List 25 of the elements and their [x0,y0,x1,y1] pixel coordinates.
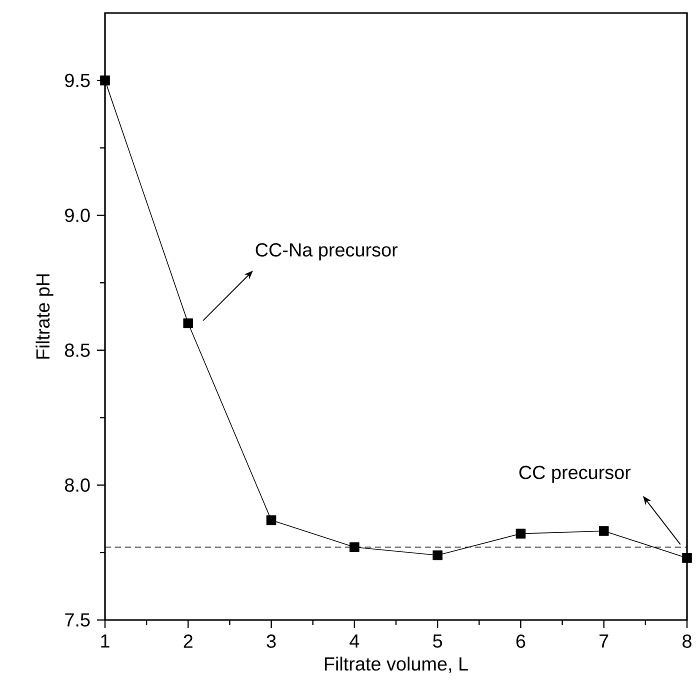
x-tick-label: 5 [433,634,442,648]
x-tick-label: 6 [516,634,526,648]
y-axis-title: Filtrate pH [36,274,54,359]
point [432,550,442,560]
x-tick-label: 2 [184,634,192,648]
x-tick-label: 1 [101,634,110,648]
x-tick-label: 4 [350,634,360,648]
point [682,553,692,563]
point [183,318,194,328]
point [350,542,360,552]
annotation: CC-Na precursor [256,243,398,260]
y-tick-label: 7.5 [65,613,90,627]
point [516,528,526,539]
point [266,515,276,526]
x-axis-title: Filtrate volume, L [324,656,468,673]
y-tick-label: 9.0 [65,208,90,222]
annotation: CC precursor [519,466,631,483]
x-tick-label: 7 [600,634,608,648]
x-tick-label: 3 [266,634,276,648]
y-tick-label: 8.5 [65,344,90,357]
point [598,526,609,536]
y-tick-label: 9.5 [65,74,90,88]
x-tick-label: 8 [682,634,692,648]
y-tick-label: 8.0 [65,478,90,492]
point [100,76,110,86]
